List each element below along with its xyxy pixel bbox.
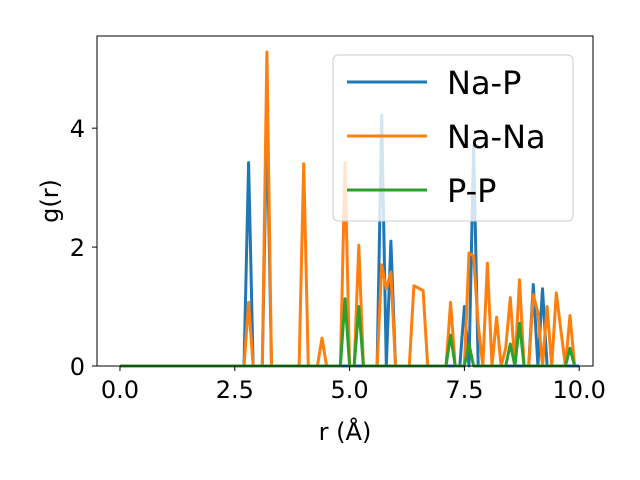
y-tick-label: 0	[70, 353, 85, 381]
legend-box	[332, 54, 574, 222]
legend-label: P-P	[447, 172, 496, 210]
x-axis-label: r (Å)	[319, 417, 372, 446]
legend: Na-P Na-Na P-P	[332, 54, 574, 222]
x-tick-label: 7.5	[445, 376, 483, 404]
x-tick-label: 2.5	[216, 376, 254, 404]
x-axis-ticks: 0.0 2.5 5.0 7.5 10.0	[101, 366, 606, 404]
x-tick-label: 0.0	[101, 376, 139, 404]
x-tick-label: 10.0	[553, 376, 606, 404]
x-tick-label: 5.0	[331, 376, 369, 404]
y-axis-label: g(r)	[36, 179, 64, 223]
y-tick-label: 4	[70, 115, 85, 143]
y-axis-ticks: 0 2 4	[70, 115, 97, 381]
y-tick-label: 2	[70, 234, 85, 262]
plot-frame	[96, 35, 594, 367]
legend-label: Na-Na	[447, 118, 546, 156]
legend-label: Na-P	[447, 64, 521, 102]
